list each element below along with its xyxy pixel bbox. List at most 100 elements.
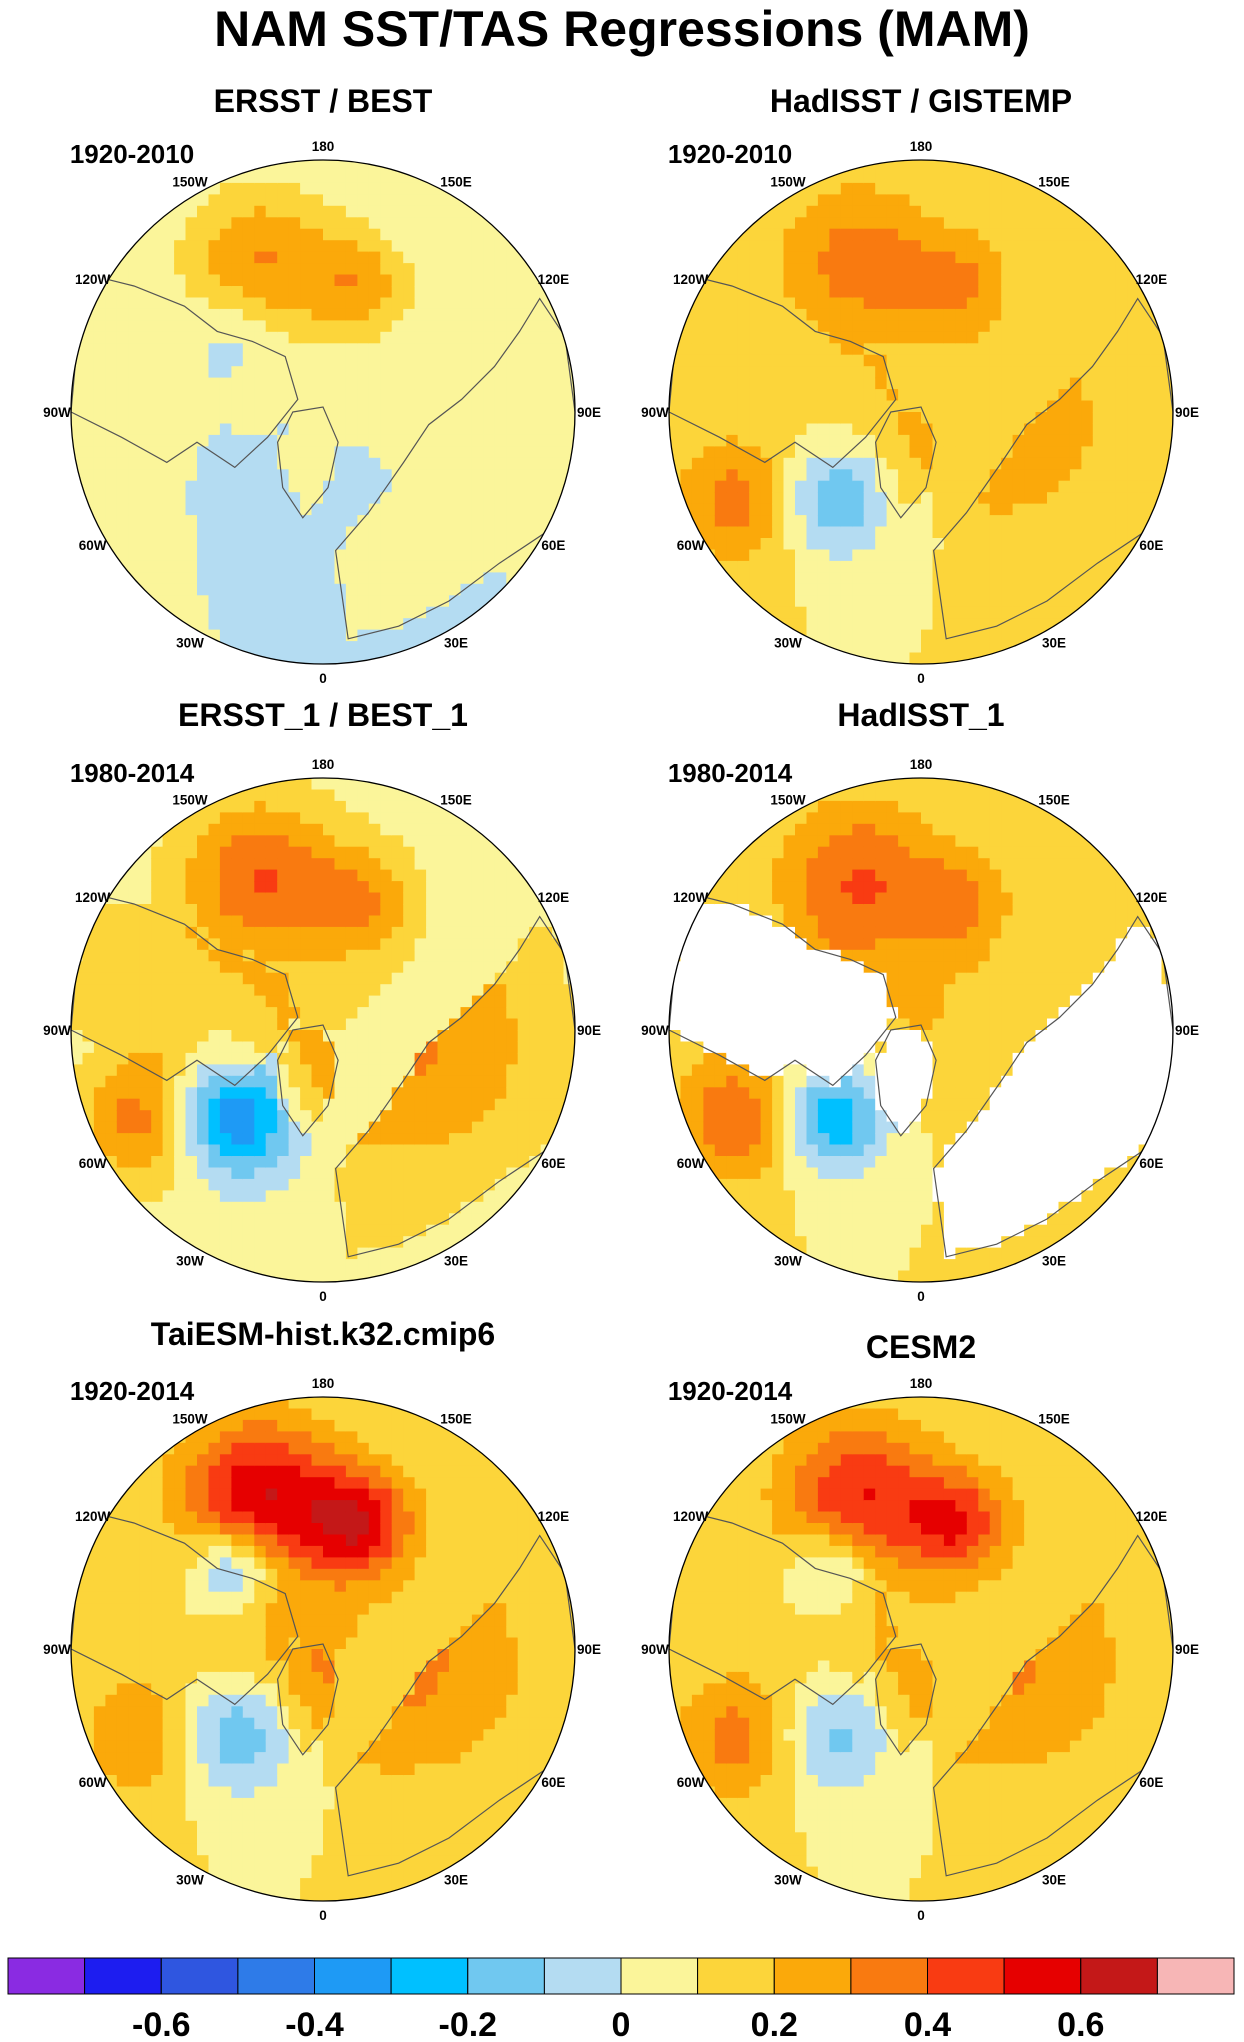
- field-cell: [345, 251, 358, 264]
- field-cell: [966, 549, 979, 562]
- field-cell: [540, 1087, 553, 1100]
- field-cell: [817, 354, 830, 367]
- field-cell: [277, 823, 290, 836]
- field-cell: [703, 320, 716, 333]
- field-cell: [449, 1075, 462, 1088]
- field-cell: [829, 538, 842, 551]
- field-cell: [311, 904, 324, 917]
- field-cell: [783, 274, 796, 287]
- field-cell: [1001, 354, 1014, 367]
- field-cell: [737, 354, 750, 367]
- field-cell: [852, 286, 865, 299]
- field-cell: [875, 446, 888, 459]
- longitude-label: 0: [319, 671, 327, 686]
- field-cell: [334, 835, 347, 848]
- field-cell: [197, 446, 210, 459]
- field-cell: [726, 1098, 739, 1111]
- field-cell: [875, 194, 888, 207]
- field-cell: [277, 800, 290, 813]
- field-cell: [116, 457, 129, 470]
- field-cell: [691, 492, 704, 505]
- field-cell: [300, 538, 313, 551]
- field-cell: [300, 1213, 313, 1226]
- field-cell: [691, 1121, 704, 1134]
- field-cell: [460, 1236, 473, 1249]
- field-cell: [265, 228, 278, 241]
- field-cell: [139, 1018, 152, 1031]
- field-cell: [300, 1178, 313, 1191]
- field-cell: [380, 1156, 393, 1169]
- field-cell: [714, 412, 727, 425]
- field-cell: [345, 846, 358, 859]
- field-cell: [105, 492, 118, 505]
- field-cell: [357, 938, 370, 951]
- field-cell: [955, 263, 968, 276]
- field-cell: [1081, 320, 1094, 333]
- field-cell: [483, 240, 496, 253]
- field-cell: [691, 308, 704, 321]
- field-cell: [139, 858, 152, 871]
- field-cell: [391, 961, 404, 974]
- field-cell: [151, 926, 164, 939]
- field-cell: [494, 331, 507, 344]
- field-cell: [955, 343, 968, 356]
- field-cell: [932, 457, 945, 470]
- field-cell: [265, 560, 278, 573]
- field-cell: [93, 1075, 106, 1088]
- field-cell: [254, 1121, 267, 1134]
- field-cell: [471, 961, 484, 974]
- field-cell: [242, 629, 255, 642]
- field-cell: [1081, 434, 1094, 447]
- field-cell: [449, 423, 462, 436]
- field-cell: [185, 823, 198, 836]
- field-cell: [345, 297, 358, 310]
- field-cell: [231, 251, 244, 264]
- field-cell: [737, 1178, 750, 1191]
- field-cell: [357, 1087, 370, 1100]
- field-cell: [529, 320, 542, 333]
- field-cell: [357, 869, 370, 882]
- field-cell: [483, 354, 496, 367]
- field-cell: [806, 560, 819, 573]
- field-cell: [1150, 457, 1163, 470]
- field-cell: [506, 1098, 519, 1111]
- field-cell: [691, 1007, 704, 1020]
- field-cell: [886, 228, 899, 241]
- field-cell: [483, 286, 496, 299]
- field-cell: [151, 526, 164, 539]
- field-cell: [540, 1075, 553, 1088]
- field-cell: [966, 469, 979, 482]
- panel-period: 1920-2010: [70, 139, 194, 169]
- field-cell: [242, 251, 255, 264]
- field-cell: [691, 1087, 704, 1100]
- field-cell: [1138, 400, 1151, 413]
- field-cell: [414, 1236, 427, 1249]
- field-cell: [288, 469, 301, 482]
- field-cell: [1104, 354, 1117, 367]
- field-cell: [1047, 538, 1060, 551]
- field-cell: [886, 469, 899, 482]
- field-cell: [449, 846, 462, 859]
- field-cell: [563, 1052, 575, 1065]
- field-cell: [151, 457, 164, 470]
- field-cell: [208, 1156, 221, 1169]
- field-cell: [1058, 469, 1071, 482]
- field-cell: [254, 1236, 267, 1249]
- field-cell: [886, 194, 899, 207]
- field-cell: [311, 652, 324, 664]
- field-cell: [242, 389, 255, 402]
- field-cell: [737, 423, 750, 436]
- field-cell: [105, 320, 118, 333]
- field-cell: [1150, 354, 1163, 367]
- field-cell: [71, 984, 84, 997]
- field-cell: [345, 171, 358, 184]
- field-cell: [829, 606, 842, 619]
- field-cell: [829, 469, 842, 482]
- field-cell: [116, 881, 129, 894]
- field-cell: [368, 1224, 381, 1237]
- field-cell: [162, 434, 175, 447]
- field-cell: [714, 377, 727, 390]
- field-cell: [345, 1087, 358, 1100]
- field-cell: [265, 583, 278, 596]
- field-cell: [726, 389, 739, 402]
